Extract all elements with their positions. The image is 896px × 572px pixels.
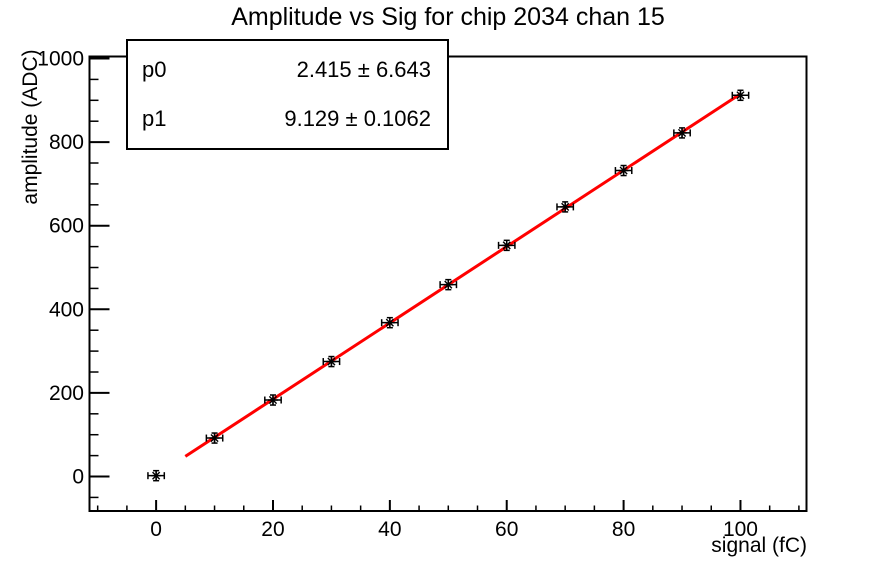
y-tick-label: 400 — [49, 298, 84, 321]
asterisk-marker — [152, 471, 161, 480]
x-tick-label: 0 — [150, 518, 162, 541]
stat-value: 2.415 ± 6.643 — [296, 56, 431, 82]
asterisk-marker — [385, 318, 394, 327]
y-tick-label: 0 — [72, 466, 84, 489]
asterisk-marker — [736, 91, 745, 100]
x-axis-label: signal (fC) — [711, 534, 807, 557]
fit-line — [184, 92, 742, 458]
stats-row: p1 9.129 ± 0.1062 — [142, 106, 431, 132]
asterisk-marker — [327, 357, 336, 366]
x-tick-label: 100 — [723, 518, 758, 541]
stat-name: p1 — [142, 106, 167, 132]
asterisk-marker — [561, 202, 570, 211]
x-tick-label: 20 — [261, 518, 284, 541]
x-tick-label: 80 — [612, 518, 635, 541]
x-tick-label: 60 — [495, 518, 518, 541]
chart-title: Amplitude vs Sig for chip 2034 chan 15 — [231, 3, 665, 31]
asterisk-marker — [444, 280, 453, 289]
y-tick-label: 800 — [49, 131, 84, 154]
asterisk-marker — [502, 241, 511, 250]
y-tick-label: 600 — [49, 215, 84, 238]
y-axis-label: amplitude (ADC) — [19, 49, 42, 205]
stats-row: p0 2.415 ± 6.643 — [142, 57, 431, 83]
asterisk-marker — [268, 395, 278, 405]
asterisk-marker — [677, 128, 687, 138]
asterisk-marker — [619, 166, 628, 175]
fit-stats-box: p0 2.415 ± 6.643 p1 9.129 ± 0.1062 — [126, 39, 449, 150]
stat-value: 9.129 ± 0.1062 — [284, 106, 431, 132]
x-tick-label: 40 — [378, 518, 401, 541]
asterisk-marker — [210, 433, 219, 443]
y-tick-label: 1000 — [37, 48, 84, 71]
stat-name: p0 — [142, 56, 167, 82]
y-tick-label: 200 — [49, 382, 84, 405]
